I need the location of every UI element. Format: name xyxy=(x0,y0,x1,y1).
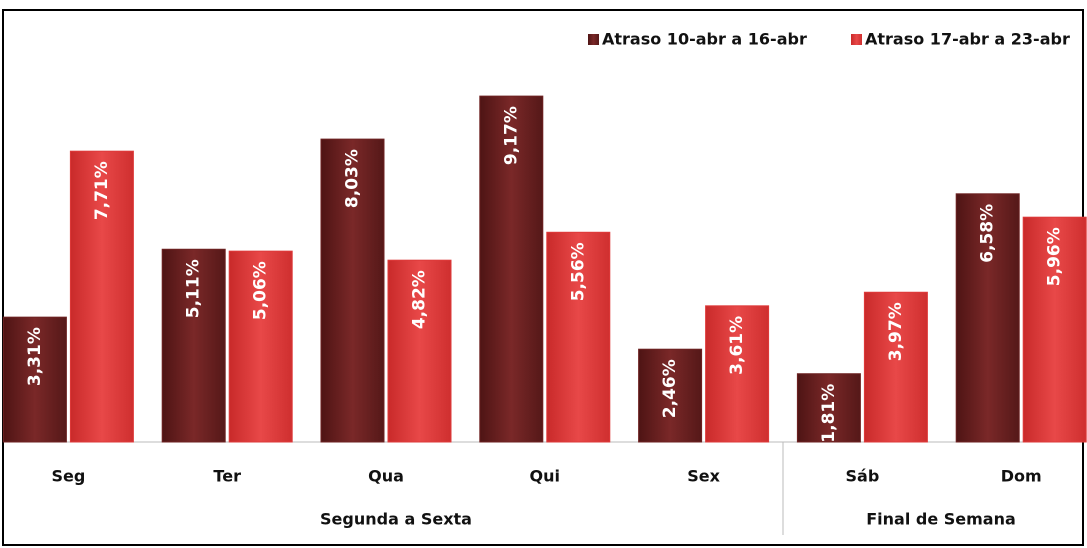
x-tick-label: Sáb xyxy=(846,467,880,486)
legend-swatch xyxy=(851,34,862,45)
bar xyxy=(2,316,67,443)
legend-label: Atraso 10-abr a 16-abr xyxy=(602,30,807,49)
bar xyxy=(863,291,928,443)
legend-label: Atraso 17-abr a 23-abr xyxy=(865,30,1070,49)
data-label: 4,82% xyxy=(410,270,430,329)
bar xyxy=(161,248,226,443)
data-label: 5,56% xyxy=(568,242,588,301)
data-label: 5,06% xyxy=(251,261,271,320)
bar xyxy=(228,250,293,443)
data-label: 5,96% xyxy=(1045,227,1065,286)
group-label: Segunda a Sexta xyxy=(320,510,472,529)
data-label: 9,17% xyxy=(501,106,521,165)
data-label: 5,11% xyxy=(184,259,204,318)
data-label: 7,71% xyxy=(92,161,112,220)
data-label: 2,46% xyxy=(660,359,680,418)
x-tick-label: Seg xyxy=(51,467,85,486)
data-label: 3,97% xyxy=(886,302,906,361)
bar xyxy=(546,231,611,443)
legend-swatch xyxy=(588,34,599,45)
data-label: 3,61% xyxy=(727,316,747,375)
bar xyxy=(638,348,703,443)
bar xyxy=(796,373,861,443)
bar xyxy=(479,95,544,443)
bar xyxy=(705,305,770,443)
x-tick-label: Dom xyxy=(1001,467,1042,486)
bar xyxy=(320,138,385,443)
bar xyxy=(69,150,134,443)
data-label: 1,81% xyxy=(819,384,839,443)
x-tick-label: Qui xyxy=(530,467,560,486)
bar xyxy=(1022,216,1087,443)
x-tick-label: Ter xyxy=(213,467,241,486)
data-label: 3,31% xyxy=(25,327,45,386)
data-label: 8,03% xyxy=(343,149,363,208)
group-label: Final de Semana xyxy=(866,510,1016,529)
bar xyxy=(955,193,1020,443)
bar xyxy=(387,259,452,443)
x-tick-label: Sex xyxy=(687,467,720,486)
x-tick-label: Qua xyxy=(368,467,404,486)
data-label: 6,58% xyxy=(978,204,998,263)
